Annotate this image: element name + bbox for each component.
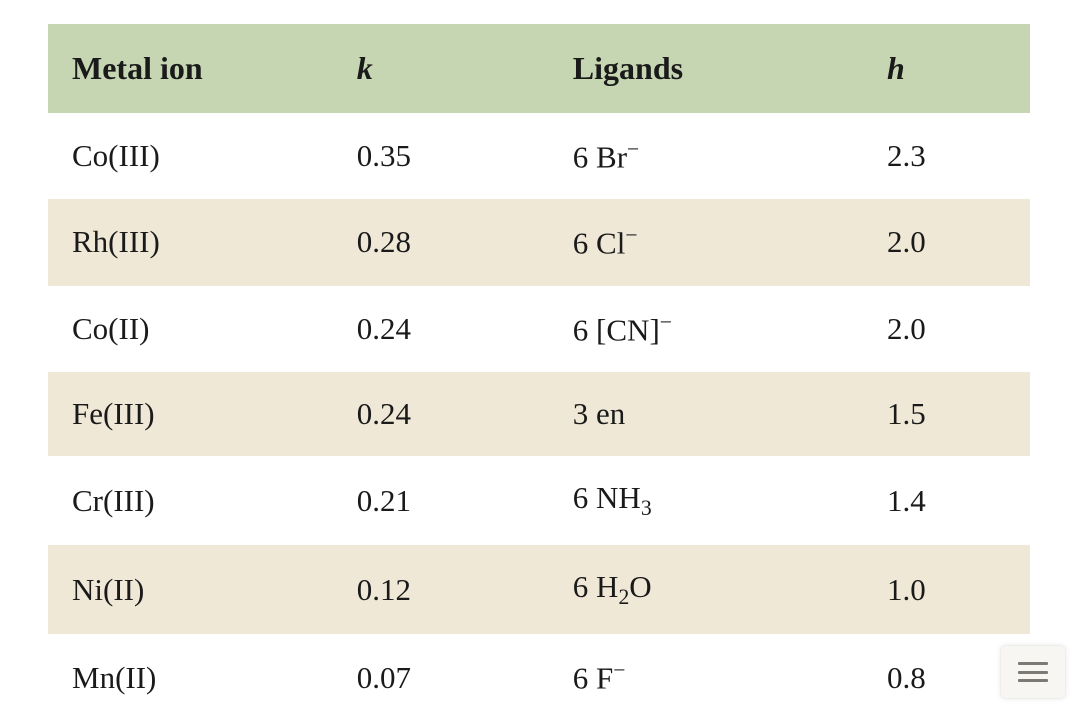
table-row: Rh(III)0.286 Cl−2.0 <box>48 199 1030 285</box>
cell-k: 0.07 <box>333 634 549 713</box>
cell-k: 0.21 <box>333 456 549 545</box>
cell-h: 1.4 <box>863 456 1030 545</box>
cell-ligands: 6 H2O <box>549 545 863 634</box>
cell-metal-ion: Fe(III) <box>48 372 333 456</box>
col-header-k: k <box>333 24 549 113</box>
table-row: Co(II)0.246 [CN]−2.0 <box>48 286 1030 372</box>
hamburger-icon <box>1018 662 1048 682</box>
table-row: Mn(II)0.076 F−0.8 <box>48 634 1030 713</box>
cell-ligands: 6 NH3 <box>549 456 863 545</box>
cell-h: 2.3 <box>863 113 1030 199</box>
menu-button[interactable] <box>1000 645 1066 699</box>
cell-metal-ion: Mn(II) <box>48 634 333 713</box>
cell-ligands: 6 F− <box>549 634 863 713</box>
cell-h: 2.0 <box>863 286 1030 372</box>
cell-ligands: 6 [CN]− <box>549 286 863 372</box>
cell-metal-ion: Co(II) <box>48 286 333 372</box>
table-header-row: Metal ion k Ligands h <box>48 24 1030 113</box>
table-row: Ni(II)0.126 H2O1.0 <box>48 545 1030 634</box>
col-header-metal-ion: Metal ion <box>48 24 333 113</box>
cell-k: 0.28 <box>333 199 549 285</box>
cell-k: 0.24 <box>333 286 549 372</box>
cell-h: 1.0 <box>863 545 1030 634</box>
cell-k: 0.24 <box>333 372 549 456</box>
cell-metal-ion: Rh(III) <box>48 199 333 285</box>
cell-k: 0.12 <box>333 545 549 634</box>
cell-ligands: 6 Br− <box>549 113 863 199</box>
page: Metal ion k Ligands h Co(III)0.356 Br−2.… <box>0 0 1080 713</box>
table-row: Co(III)0.356 Br−2.3 <box>48 113 1030 199</box>
cell-k: 0.35 <box>333 113 549 199</box>
cell-metal-ion: Co(III) <box>48 113 333 199</box>
col-header-ligands: Ligands <box>549 24 863 113</box>
col-header-h: h <box>863 24 1030 113</box>
data-table: Metal ion k Ligands h Co(III)0.356 Br−2.… <box>48 24 1030 713</box>
table-body: Co(III)0.356 Br−2.3Rh(III)0.286 Cl−2.0Co… <box>48 113 1030 713</box>
table-container: Metal ion k Ligands h Co(III)0.356 Br−2.… <box>48 24 1030 713</box>
table-row: Fe(III)0.243 en1.5 <box>48 372 1030 456</box>
cell-metal-ion: Ni(II) <box>48 545 333 634</box>
cell-metal-ion: Cr(III) <box>48 456 333 545</box>
cell-ligands: 3 en <box>549 372 863 456</box>
cell-h: 2.0 <box>863 199 1030 285</box>
cell-h: 1.5 <box>863 372 1030 456</box>
cell-ligands: 6 Cl− <box>549 199 863 285</box>
table-row: Cr(III)0.216 NH31.4 <box>48 456 1030 545</box>
